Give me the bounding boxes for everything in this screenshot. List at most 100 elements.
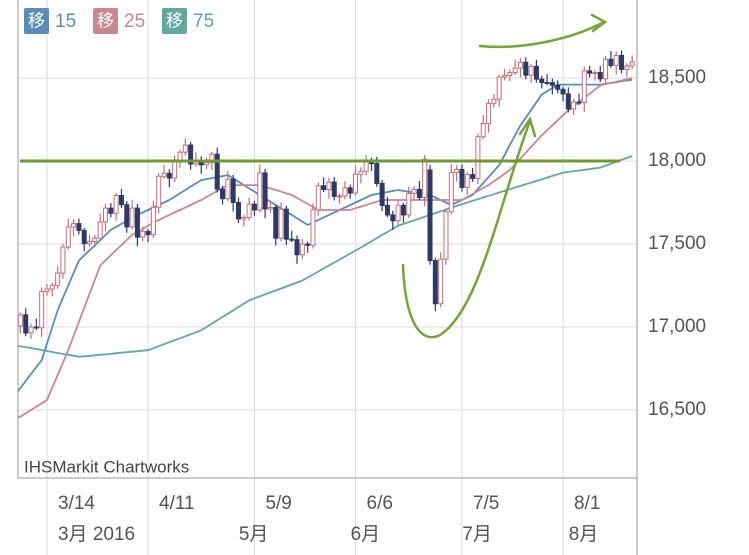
candle-body: [507, 72, 513, 76]
grid: [18, 0, 637, 555]
legend-badge-text: 移: [28, 11, 45, 30]
candle-body: [416, 188, 422, 199]
candle-body: [140, 230, 146, 238]
x-tick-label: 7/5: [473, 493, 499, 514]
candle-body: [97, 221, 103, 239]
candle-body: [629, 61, 635, 67]
candle-body: [267, 206, 273, 210]
candle-body: [528, 65, 534, 76]
candle-body: [321, 185, 327, 191]
candle-body: [411, 188, 417, 195]
legend-badge: [93, 8, 118, 34]
candle-body: [134, 207, 140, 238]
candle-body: [76, 223, 82, 231]
x-tick-label: 5/9: [265, 493, 291, 514]
candle-body: [486, 102, 492, 124]
y-tick-label: 18,000: [648, 150, 706, 171]
candle-body: [150, 206, 156, 236]
x-tick-label: 8/1: [574, 493, 600, 514]
annotations: [401, 13, 608, 339]
candle-body: [44, 288, 50, 293]
candle-body: [427, 169, 433, 262]
candle-body: [464, 174, 470, 188]
y-tick-label: 18,500: [648, 67, 706, 88]
legend-badge-text: 移: [97, 11, 114, 30]
candle-body: [512, 67, 518, 74]
candle-body: [39, 291, 45, 329]
moving-average-line: [18, 155, 633, 358]
candle-body: [55, 272, 61, 286]
candle-body: [257, 172, 263, 211]
candle-body: [384, 204, 390, 216]
candle-body: [390, 214, 396, 222]
candle-body: [209, 153, 215, 164]
candle-body: [581, 70, 587, 104]
candle-body: [480, 122, 486, 138]
candle-body: [283, 208, 289, 240]
x-tick-label: 6/6: [367, 493, 393, 514]
candle-body: [374, 162, 380, 184]
candle-body: [108, 207, 114, 214]
candle-body: [358, 170, 364, 175]
candle-body: [517, 61, 523, 69]
arrow-swoosh: [401, 119, 532, 339]
candle-body: [236, 201, 241, 220]
candle-body: [124, 204, 130, 228]
candle-body: [502, 74, 507, 78]
month-label: 6月: [351, 524, 381, 545]
month-label: 8月: [569, 524, 599, 545]
candle-body: [289, 238, 295, 241]
month-label: 5月: [239, 524, 269, 545]
candle-body: [262, 172, 268, 210]
legend-badge: [162, 8, 187, 34]
candle-body: [406, 193, 412, 216]
candle-body: [523, 61, 529, 76]
legend-badge: [24, 8, 49, 34]
y-tick-label: 16,500: [648, 399, 706, 420]
legend-label: 15: [55, 11, 76, 32]
candle-body: [533, 65, 539, 80]
candle-body: [347, 187, 353, 194]
candle-body: [188, 144, 194, 165]
candle-body: [470, 174, 476, 179]
candle-body: [496, 76, 502, 100]
arrow-swoosh-head: [518, 116, 537, 138]
candle-body: [337, 195, 343, 198]
candle-body: [560, 88, 566, 95]
candle-body: [454, 168, 460, 174]
candle-body: [129, 207, 135, 228]
candle-body: [278, 208, 284, 239]
candle-body: [539, 78, 545, 83]
candle-body: [241, 216, 247, 220]
candle-body: [230, 178, 236, 203]
candle-body: [353, 173, 359, 194]
candle-body: [182, 144, 188, 153]
candle-body: [225, 178, 231, 200]
candle-body: [608, 58, 614, 66]
candle-body: [587, 70, 593, 74]
candle-body: [220, 188, 226, 200]
candle-body: [156, 175, 162, 208]
candle-body: [60, 246, 66, 274]
candle-body: [422, 158, 428, 199]
x-tick-label: 3/14: [58, 493, 95, 514]
candle-body: [342, 187, 348, 197]
moving-average-line: [18, 77, 633, 420]
candle-body: [613, 54, 619, 66]
candle-body: [294, 239, 300, 256]
candle-body: [576, 101, 582, 104]
candle-body: [103, 207, 108, 223]
y-tick-label: 17,500: [648, 233, 706, 254]
candle-body: [299, 243, 305, 256]
candle-body: [18, 314, 23, 327]
plot-area: [18, 50, 635, 420]
candle-body: [71, 223, 77, 228]
candle-body: [475, 136, 481, 179]
candle-body: [624, 65, 630, 70]
candle-body: [214, 153, 220, 190]
month-label: 3月 2016: [58, 524, 135, 545]
candle-body: [565, 93, 571, 110]
candle-body: [166, 172, 172, 179]
